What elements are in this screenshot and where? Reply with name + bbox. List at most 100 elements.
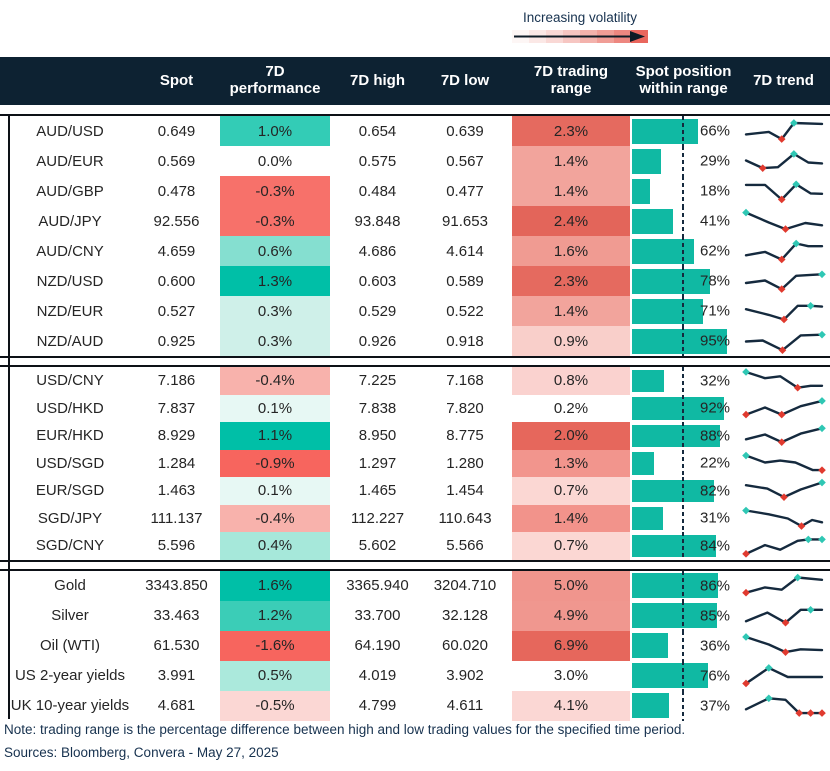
sparkline-svg bbox=[744, 179, 823, 203]
trend-sparkline-cell bbox=[737, 601, 830, 631]
footnote: Note: trading range is the percentage di… bbox=[4, 722, 686, 737]
spot-position-cell: 22% bbox=[630, 449, 737, 477]
performance-color-fill: -0.3% bbox=[220, 176, 330, 206]
low-marker-icon bbox=[758, 163, 767, 172]
position-percent-label: 41% bbox=[700, 212, 731, 230]
spot-position-cell: 31% bbox=[630, 504, 737, 532]
table-row: NZD/EUR 0.527 0.3% 0.529 0.522 1.4% 71% bbox=[0, 296, 830, 326]
header-7d-high: 7D high bbox=[350, 71, 405, 89]
low-marker-icon bbox=[777, 438, 786, 447]
instrument-label: NZD/AUD bbox=[36, 332, 104, 350]
high-value: 33.700 bbox=[354, 607, 401, 624]
high-value: 4.799 bbox=[358, 697, 397, 714]
trend-sparkline-cell bbox=[737, 206, 830, 236]
sparkline-svg bbox=[741, 368, 823, 392]
fifty-percent-dashed-line bbox=[682, 116, 684, 146]
performance-color-fill: -0.3% bbox=[220, 206, 330, 236]
position-percent-label: 66% bbox=[700, 122, 731, 140]
low-value: 0.522 bbox=[446, 302, 484, 320]
performance-color-fill: 1.1% bbox=[220, 422, 330, 450]
high-value: 64.190 bbox=[354, 637, 401, 654]
trading-range-value: 3.0% bbox=[553, 667, 589, 684]
high-value: 8.950 bbox=[358, 427, 397, 445]
instrument-label: EUR/SGD bbox=[35, 482, 105, 500]
low-value: 5.566 bbox=[446, 537, 484, 555]
high-marker-icon bbox=[817, 269, 826, 278]
trading-range-value: 5.0% bbox=[553, 577, 589, 594]
performance-color-fill: -0.4% bbox=[220, 367, 330, 395]
instrument-label: USD/CNY bbox=[36, 372, 104, 390]
low-value: 4.614 bbox=[446, 242, 484, 260]
performance-cell: 1.0% bbox=[213, 116, 337, 146]
performance-value: 1.3% bbox=[257, 272, 293, 290]
spot-value: 4.681 bbox=[157, 697, 196, 714]
position-percent-label: 22% bbox=[700, 454, 731, 472]
performance-value: 0.3% bbox=[257, 302, 293, 320]
spot-position-cell: 86% bbox=[630, 570, 737, 601]
high-marker-icon bbox=[817, 424, 826, 433]
position-percent-label: 76% bbox=[700, 667, 731, 684]
instrument-label: AUD/GBP bbox=[36, 182, 104, 200]
instrument-label: Gold bbox=[54, 577, 86, 594]
fifty-percent-dashed-line bbox=[682, 422, 684, 450]
low-marker-icon bbox=[741, 588, 750, 597]
sparkline-svg bbox=[744, 478, 826, 502]
trading-range-cell: 0.8% bbox=[512, 367, 630, 395]
trading-range-cell: 1.6% bbox=[512, 236, 630, 266]
trend-sparkline-cell bbox=[737, 326, 830, 356]
spot-value: 1.463 bbox=[157, 482, 196, 500]
spot-position-cell: 82% bbox=[630, 477, 737, 505]
table-row: SGD/JPY 111.137 -0.4% 112.227 110.643 1.… bbox=[0, 504, 830, 532]
performance-cell: 0.3% bbox=[213, 326, 337, 356]
performance-color-fill: 1.6% bbox=[220, 570, 330, 601]
position-bar bbox=[632, 534, 716, 557]
table-left-border bbox=[8, 114, 10, 719]
fifty-percent-dashed-line bbox=[682, 266, 684, 296]
low-value: 7.820 bbox=[446, 399, 484, 417]
low-value: 91.653 bbox=[442, 212, 488, 230]
performance-color-fill: 1.3% bbox=[220, 266, 330, 296]
sparkline-svg bbox=[741, 664, 823, 688]
trading-range-value: 2.3% bbox=[553, 272, 589, 290]
performance-value: 0.3% bbox=[257, 332, 293, 350]
trend-sparkline-cell bbox=[737, 691, 830, 721]
performance-value: 0.6% bbox=[257, 242, 293, 260]
spot-value: 92.556 bbox=[153, 212, 200, 230]
performance-cell: 1.2% bbox=[213, 600, 337, 631]
trend-sparkline-cell bbox=[737, 395, 830, 423]
low-marker-icon bbox=[781, 648, 789, 656]
spot-position-cell: 66% bbox=[630, 116, 737, 146]
trading-range-value: 1.4% bbox=[553, 152, 589, 170]
position-percent-label: 78% bbox=[700, 272, 731, 290]
trend-sparkline-cell bbox=[737, 571, 830, 601]
spot-position-cell: 62% bbox=[630, 236, 737, 266]
sparkline-svg bbox=[744, 605, 823, 627]
table-row: UK 10-year yields 4.681 -0.5% 4.799 4.61… bbox=[0, 690, 830, 721]
position-bar bbox=[632, 633, 668, 658]
table-row: EUR/SGD 1.463 0.1% 1.465 1.454 0.7% 82% bbox=[0, 477, 830, 505]
trading-range-value: 0.8% bbox=[553, 372, 589, 390]
performance-color-fill: 0.4% bbox=[220, 532, 330, 560]
position-bar bbox=[632, 298, 703, 324]
position-bar bbox=[632, 118, 698, 144]
performance-cell: -0.3% bbox=[213, 206, 337, 236]
spot-value: 0.600 bbox=[157, 272, 196, 290]
low-value: 60.020 bbox=[442, 637, 488, 654]
sparkline-svg bbox=[741, 535, 826, 558]
trading-range-cell: 1.4% bbox=[512, 504, 630, 532]
high-value: 93.848 bbox=[354, 212, 401, 230]
position-percent-label: 88% bbox=[700, 427, 731, 445]
table-row: USD/SGD 1.284 -0.9% 1.297 1.280 1.3% 22% bbox=[0, 449, 830, 477]
instrument-label: USD/SGD bbox=[35, 454, 105, 472]
position-bar bbox=[632, 479, 714, 502]
spot-value: 111.137 bbox=[150, 509, 203, 527]
header-7d-trading-range: 7D trading range bbox=[533, 63, 609, 97]
spot-value: 1.284 bbox=[157, 454, 196, 472]
trading-range-cell: 2.0% bbox=[512, 422, 630, 450]
performance-value: -1.6% bbox=[255, 637, 295, 654]
performance-color-fill: 1.2% bbox=[220, 600, 330, 631]
sparkline-svg bbox=[741, 506, 823, 530]
high-marker-icon bbox=[817, 330, 826, 338]
table-row: NZD/USD 0.600 1.3% 0.603 0.589 2.3% 78% bbox=[0, 266, 830, 296]
trading-range-value: 0.2% bbox=[553, 399, 589, 417]
